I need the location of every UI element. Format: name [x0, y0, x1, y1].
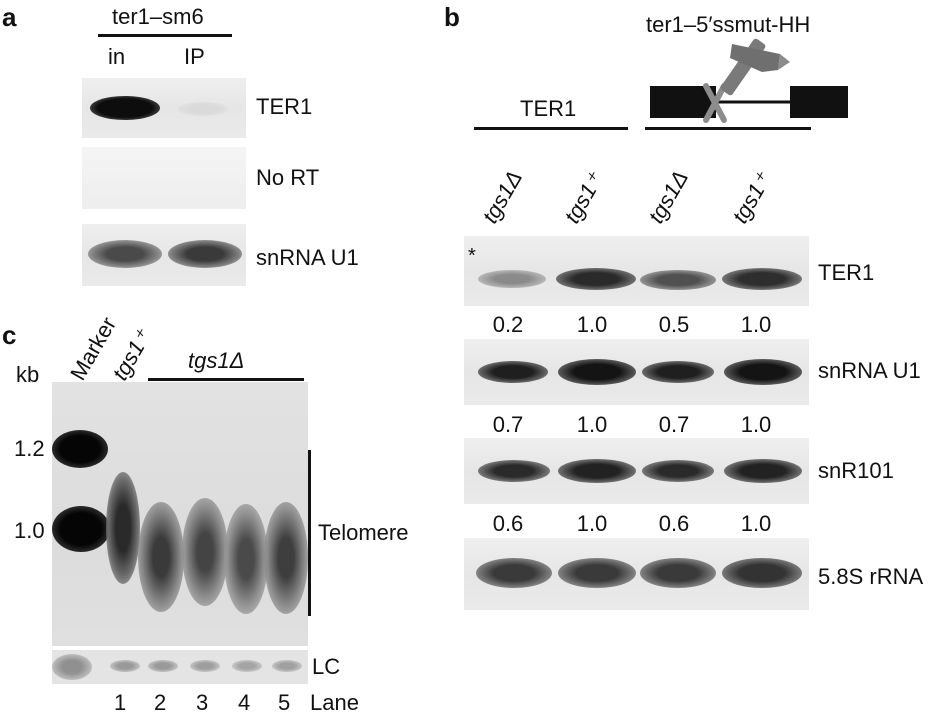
panel-c-lc-strip	[52, 650, 308, 684]
value-u1-3: 0.7	[658, 412, 690, 437]
asterisk-mark: *	[468, 245, 476, 267]
panel-a-blot-ter1	[82, 78, 246, 138]
panel-b-label: b	[444, 2, 460, 32]
panel-b-blot-58s	[464, 538, 809, 610]
panel-a-col-in: in	[108, 44, 126, 69]
value-snr101-1: 0.6	[492, 511, 524, 536]
band	[478, 460, 550, 482]
band	[642, 460, 714, 482]
panel-c-lane-wt: tgs1⁺	[107, 325, 156, 385]
telomere-label: Telomere	[318, 520, 409, 545]
panel-b-group-ter1-rule	[474, 127, 628, 130]
panel-c-label: c	[2, 320, 17, 350]
band	[178, 102, 228, 116]
band	[476, 558, 552, 588]
telomere-smear-lane-3	[182, 498, 228, 606]
panel-a-row-u1: snRNA U1	[256, 245, 359, 270]
band	[168, 240, 242, 268]
panel-b-blot-label-u1: snRNA U1	[818, 358, 921, 383]
band	[478, 270, 546, 288]
band	[640, 558, 716, 588]
band	[190, 660, 220, 672]
band	[148, 660, 178, 672]
panel-a-blot-u1	[82, 224, 246, 286]
value-snr101-4: 1.0	[740, 511, 772, 536]
panel-b-blot-label-snr101: snR101	[818, 458, 894, 483]
telomere-smear-lane-2	[138, 502, 184, 612]
panel-b-construct-label: ter1–5′ssmut-HH	[646, 12, 811, 37]
band	[478, 361, 548, 383]
panel-b-lane-1: tgs1Δ	[477, 166, 528, 228]
value-snr101-2: 1.0	[576, 511, 608, 536]
construct-diagram	[650, 38, 848, 123]
lane-word: Lane	[310, 690, 359, 715]
panel-b-group-mut-rule	[645, 127, 811, 130]
marker-band-1-0kb	[52, 506, 110, 552]
lc-label: LC	[312, 654, 341, 679]
telomere-smear-lane-5	[264, 502, 308, 614]
value-snr101-3: 0.6	[658, 511, 690, 536]
lane-number-3: 3	[196, 690, 209, 715]
value-ter1-3: 0.5	[658, 312, 690, 337]
band	[558, 459, 636, 483]
cross-mark-icon	[703, 83, 727, 123]
band	[110, 660, 140, 672]
panel-a-blot-nort	[82, 147, 246, 209]
size-label-1-0: 1.0	[14, 518, 45, 543]
lane-number-2: 2	[154, 690, 167, 715]
band	[722, 558, 802, 588]
value-ter1-1: 0.2	[492, 312, 524, 337]
panel-a-col-ip: IP	[184, 44, 205, 69]
lane-number-5: 5	[278, 690, 291, 715]
panel-c-group-mut: tgs1Δ	[188, 348, 245, 373]
band	[722, 268, 802, 290]
panel-c-gel	[52, 382, 308, 646]
panel-c-unit: kb	[16, 362, 40, 387]
band	[90, 96, 160, 120]
panel-b-lane-4: tgs1⁺	[727, 168, 776, 228]
band	[88, 240, 162, 268]
telomere-smear-lane-1	[106, 472, 140, 584]
panel-b-blot-label-58s: 5.8S rRNA	[818, 564, 924, 589]
panel-a-row-nort: No RT	[256, 165, 320, 190]
band	[642, 361, 714, 383]
telomere-smear-lane-4	[224, 504, 268, 614]
band	[724, 459, 802, 483]
value-u1-2: 1.0	[576, 412, 608, 437]
panel-b-blot-u1	[464, 339, 809, 405]
size-label-1-2: 1.2	[14, 436, 45, 461]
value-u1-1: 0.7	[492, 412, 524, 437]
exon-left-block	[650, 86, 716, 118]
panel-b-blot-snr101	[464, 438, 809, 504]
band	[640, 270, 716, 290]
panel-a-header: ter1–sm6	[112, 4, 204, 29]
band	[232, 660, 262, 672]
telomere-bracket	[308, 450, 311, 616]
panel-a-label: a	[2, 2, 17, 32]
value-ter1-4: 1.0	[740, 312, 772, 337]
marker-band-1-2kb	[52, 430, 108, 468]
band	[558, 359, 636, 385]
exon-right-block	[790, 86, 848, 118]
value-u1-4: 1.0	[740, 412, 772, 437]
lane-number-4: 4	[238, 690, 251, 715]
hammer-icon	[720, 38, 790, 96]
lane-number-1: 1	[114, 690, 127, 715]
panel-b-lane-3: tgs1Δ	[643, 166, 694, 228]
panel-c-group-mut-rule	[148, 378, 304, 381]
band	[724, 359, 802, 385]
panel-a-row-ter1: TER1	[256, 94, 313, 119]
band	[272, 660, 302, 672]
band	[558, 558, 636, 588]
panel-b-lane-2: tgs1⁺	[559, 168, 608, 228]
band	[556, 268, 636, 290]
band	[52, 654, 92, 680]
value-ter1-2: 1.0	[576, 312, 608, 337]
panel-b-blot-label-ter1: TER1	[818, 260, 875, 285]
panel-a-header-rule	[98, 34, 232, 37]
panel-b-group-ter1-label: TER1	[520, 96, 577, 121]
panel-b-blot-ter1: *	[464, 236, 809, 306]
